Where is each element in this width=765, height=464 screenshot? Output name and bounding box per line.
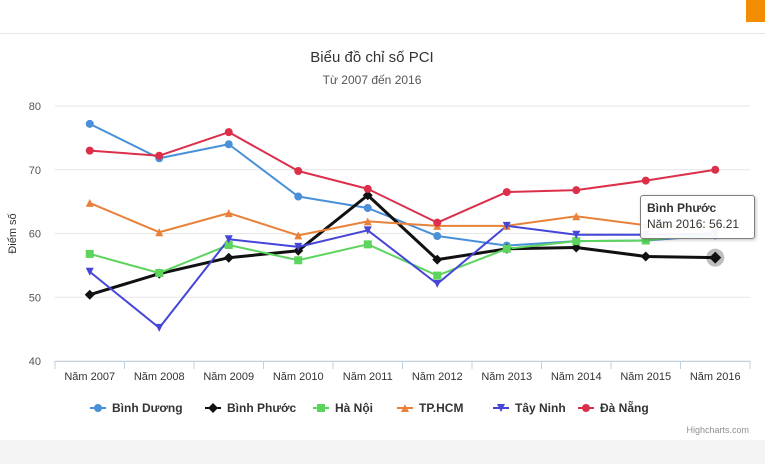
- data-point: [224, 128, 233, 137]
- x-tick-label: Năm 2010: [273, 371, 324, 383]
- data-point: [433, 218, 442, 227]
- chart-subtitle: Từ 2007 đến 2016: [323, 73, 422, 87]
- data-point: [224, 140, 233, 149]
- tooltip-value: 56.21: [709, 217, 740, 231]
- y-tick-label: 80: [29, 101, 41, 113]
- x-tick-label: Năm 2013: [481, 371, 532, 383]
- data-point: [502, 188, 511, 197]
- data-point: [85, 119, 94, 128]
- data-point: [433, 232, 442, 241]
- y-tick-label: 60: [29, 229, 41, 241]
- data-point: [294, 231, 303, 240]
- tooltip-label: Năm 2016:: [647, 217, 706, 231]
- data-point: [223, 252, 234, 263]
- x-tick-label: Năm 2014: [551, 371, 602, 383]
- hovered-point: [709, 251, 722, 264]
- tooltip-series-name: Bình Phước: [647, 201, 717, 215]
- data-point: [155, 151, 164, 160]
- data-point: [85, 249, 94, 258]
- data-point: [433, 279, 442, 288]
- data-point: [294, 256, 303, 265]
- x-tick-label: Năm 2016: [690, 371, 741, 383]
- series-line: [89, 131, 716, 224]
- legend-swatch-marker: [94, 404, 102, 412]
- data-point: [224, 240, 233, 249]
- data-point: [363, 204, 372, 212]
- legend-swatch-marker: [317, 404, 325, 412]
- y-axis-title: Điểm số: [7, 213, 19, 253]
- data-point: [572, 230, 581, 239]
- data-point: [363, 217, 372, 226]
- legend-item-label: Bình Dương: [112, 401, 183, 415]
- data-point: [433, 271, 442, 280]
- series-line: [89, 224, 716, 329]
- data-point: [224, 235, 233, 244]
- x-tick-label: Năm 2008: [134, 371, 185, 383]
- y-tick-label: 50: [29, 292, 41, 304]
- legend-item-label: TP.HCM: [419, 401, 463, 415]
- y-tick-label: 40: [29, 356, 41, 368]
- data-point-tooltip: Bình Phước Năm 2016: 56.21: [640, 195, 755, 239]
- header-divider: [0, 33, 765, 34]
- data-point: [363, 226, 372, 235]
- data-point: [155, 269, 164, 278]
- y-tick-label: 70: [29, 165, 41, 177]
- tooltip-value-row: Năm 2016: 56.21: [647, 217, 748, 231]
- x-tick-label: Năm 2009: [203, 371, 254, 383]
- footer-band: [0, 440, 765, 464]
- data-point: [84, 289, 95, 300]
- legend-swatch-marker: [582, 404, 590, 412]
- data-point: [641, 176, 650, 185]
- series-line: [89, 193, 716, 297]
- data-point: [294, 167, 303, 176]
- data-point: [155, 228, 164, 237]
- data-point: [85, 198, 94, 207]
- data-point: [640, 251, 651, 262]
- legend-item-label: Đà Nẵng: [600, 400, 649, 415]
- data-point: [294, 242, 303, 251]
- data-point: [572, 212, 581, 221]
- data-point: [502, 221, 511, 230]
- data-point: [363, 240, 372, 249]
- x-tick-label: Năm 2011: [343, 371, 393, 383]
- data-point: [155, 323, 164, 332]
- data-point: [572, 186, 581, 195]
- x-tick-label: Năm 2015: [620, 371, 671, 383]
- data-point: [641, 236, 650, 245]
- legend-item-label: Bình Phước: [227, 401, 297, 415]
- x-tick-label: Năm 2007: [64, 371, 115, 383]
- data-point: [362, 190, 373, 201]
- data-point: [432, 254, 443, 265]
- data-point: [363, 184, 372, 193]
- series-line: [89, 201, 716, 237]
- legend-item-label: Hà Nội: [335, 401, 373, 415]
- x-tick-label: Năm 2012: [412, 371, 463, 383]
- brand-accent-tab: [746, 0, 765, 22]
- data-point: [294, 192, 303, 201]
- data-point: [711, 165, 720, 174]
- legend-swatch-marker: [497, 404, 505, 412]
- data-point: [85, 267, 94, 276]
- data-point: [502, 244, 511, 253]
- data-point: [85, 146, 94, 155]
- credits-link[interactable]: Highcharts.com: [686, 425, 749, 435]
- chart-title: Biểu đồ chỉ số PCI: [310, 49, 433, 66]
- legend-swatch-marker: [401, 404, 409, 412]
- data-point: [224, 209, 233, 218]
- data-point: [572, 237, 581, 246]
- series-line: [89, 231, 716, 277]
- legend-swatch-marker: [208, 403, 218, 413]
- legend-item-label: Tây Ninh: [515, 401, 566, 415]
